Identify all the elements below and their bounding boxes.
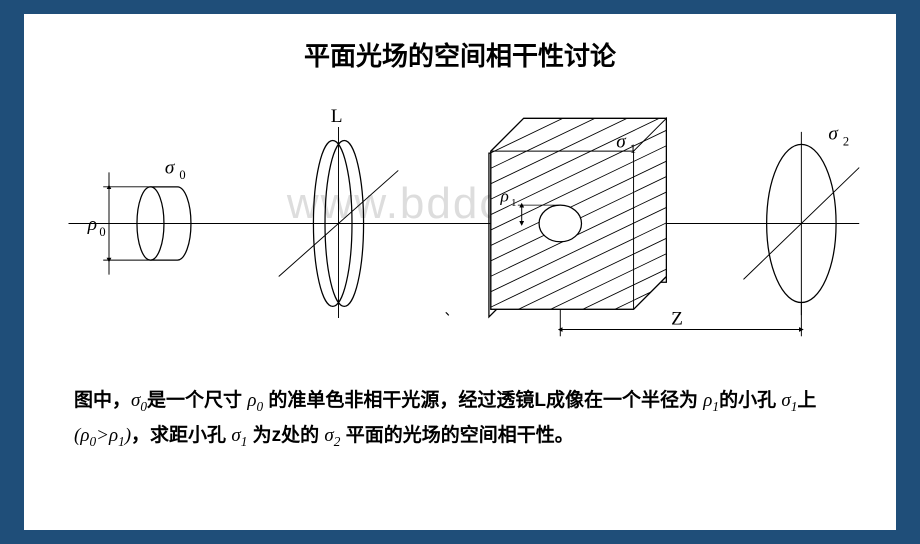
- cap-t8: 平面的光场的空间相干性。: [340, 425, 573, 446]
- cap-sigma1: σ: [781, 390, 790, 411]
- optics-diagram: ρ 0 σ 0 L: [24, 74, 896, 344]
- caption-text: 图中，σ0是一个尺寸 ρ0 的准单色非相干光源，经过透镜L成像在一个半径为 ρ1…: [74, 384, 854, 453]
- svg-text:ρ: ρ: [87, 214, 97, 235]
- svg-text:L: L: [331, 106, 343, 127]
- svg-text:0: 0: [179, 168, 185, 182]
- lens: L: [279, 106, 399, 318]
- cap-t4: 的小孔: [719, 390, 781, 411]
- cap-t2: 是一个尺寸: [147, 390, 242, 411]
- cap-t1: 图中，: [74, 390, 131, 411]
- cap-sigma0: σ: [131, 390, 140, 411]
- svg-text:1: 1: [630, 142, 636, 156]
- svg-text:σ: σ: [616, 131, 627, 152]
- cap-t6: ，求距小孔: [131, 425, 231, 446]
- cap-t3: 的准单色非相干光源，经过透镜L成像在一个半径为: [263, 390, 703, 411]
- aperture: ρ 1 σ 1: [454, 74, 695, 344]
- svg-text:、: 、: [445, 303, 459, 318]
- source-cylinder: ρ 0 σ 0: [87, 157, 191, 274]
- cap-sigma1b: σ: [231, 425, 240, 446]
- svg-text:2: 2: [843, 134, 849, 148]
- cap-rho1b: ρ: [109, 425, 118, 446]
- cap-rho1b-sub: 1: [118, 434, 125, 449]
- svg-text:Z: Z: [671, 309, 683, 330]
- svg-text:0: 0: [99, 225, 105, 239]
- svg-text:ρ: ρ: [500, 186, 509, 205]
- page-title: 平面光场的空间相干性讨论: [24, 36, 896, 73]
- slide: 平面光场的空间相干性讨论 www.bddoc.com ρ 0 σ 0: [24, 14, 896, 530]
- observation-plane: σ 2: [744, 124, 860, 315]
- cap-t5: 上: [797, 390, 816, 411]
- cap-gt: >: [96, 425, 109, 446]
- svg-text:1: 1: [511, 198, 516, 209]
- cap-sigma2: σ: [324, 425, 333, 446]
- cap-t7: 为z处的: [247, 425, 324, 446]
- svg-text:σ: σ: [165, 157, 176, 178]
- svg-text:σ: σ: [828, 124, 839, 145]
